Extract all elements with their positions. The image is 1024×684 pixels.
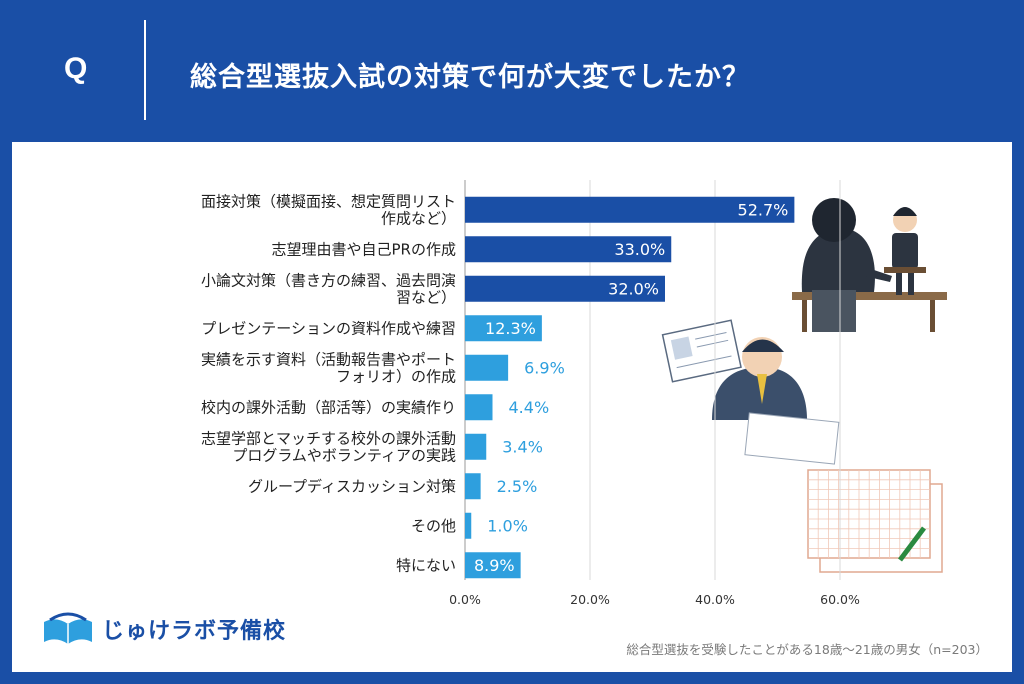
logo-text: じゅけラボ予備校 bbox=[102, 619, 287, 644]
data-label: 1.0% bbox=[487, 516, 528, 535]
category-label: プログラムやボランティアの実践 bbox=[232, 446, 456, 464]
bar bbox=[465, 552, 521, 579]
bar bbox=[465, 512, 472, 539]
footnote: 総合型選抜を受験したことがある18歳～21歳の男女（n=203） bbox=[626, 642, 988, 657]
bar bbox=[465, 315, 542, 342]
bar bbox=[465, 473, 481, 500]
data-label: 32.0% bbox=[608, 279, 659, 298]
data-label: 33.0% bbox=[614, 240, 665, 259]
category-label: 小論文対策（書き方の練習、過去問演 bbox=[201, 271, 456, 289]
question-label: Q bbox=[64, 52, 88, 85]
data-label: 2.5% bbox=[497, 477, 538, 496]
logo: じゅけラボ予備校 bbox=[40, 612, 286, 646]
category-label: プレゼンテーションの資料作成や練習 bbox=[201, 319, 456, 337]
data-label: 12.3% bbox=[485, 319, 536, 338]
data-label: 3.4% bbox=[502, 437, 543, 456]
x-tick-label: 40.0% bbox=[695, 592, 735, 607]
category-label: その他 bbox=[411, 517, 456, 535]
category-label: 習など） bbox=[396, 288, 456, 306]
category-label: 実績を示す資料（活動報告書やポート bbox=[201, 350, 456, 368]
data-label: 6.9% bbox=[524, 358, 565, 377]
category-label: 特にない bbox=[396, 556, 456, 574]
x-tick-label: 60.0% bbox=[820, 592, 860, 607]
category-label: 志望理由書や自己PRの作成 bbox=[272, 240, 456, 258]
category-label: 校内の課外活動（部活等）の実績作り bbox=[201, 398, 456, 416]
data-label: 4.4% bbox=[509, 398, 550, 417]
category-label: グループディスカッション対策 bbox=[248, 477, 456, 495]
bar bbox=[465, 394, 493, 421]
category-label: フォリオ）の作成 bbox=[336, 367, 456, 385]
bar bbox=[465, 196, 795, 223]
category-label: 面接対策（模擬面接、想定質問リスト bbox=[201, 192, 456, 210]
x-tick-label: 0.0% bbox=[449, 592, 481, 607]
writing-illustration bbox=[661, 319, 840, 465]
manuscript-illustration bbox=[807, 469, 943, 573]
page-title: 総合型選抜入試の対策で何が大変でしたか？ bbox=[190, 62, 750, 93]
header-divider bbox=[144, 20, 146, 120]
x-tick-label: 20.0% bbox=[570, 592, 610, 607]
bar bbox=[465, 433, 487, 460]
interview-illustration bbox=[792, 198, 947, 332]
category-label: 作成など） bbox=[381, 209, 456, 227]
bar bbox=[465, 354, 509, 381]
bar bbox=[465, 275, 665, 302]
data-label: 8.9% bbox=[474, 556, 515, 575]
header: Q 総合型選抜入試の対策で何が大変でしたか？ bbox=[0, 0, 1024, 140]
category-label: 志望学部とマッチする校外の課外活動 bbox=[201, 429, 456, 447]
chart-panel: 52.7% 面接対策（模擬面接、想定質問リスト 作成など） 33.0% 志望理由書や自己… bbox=[12, 142, 1012, 672]
data-label: 52.7% bbox=[738, 200, 789, 219]
book-icon bbox=[44, 612, 92, 644]
bar bbox=[465, 236, 672, 263]
